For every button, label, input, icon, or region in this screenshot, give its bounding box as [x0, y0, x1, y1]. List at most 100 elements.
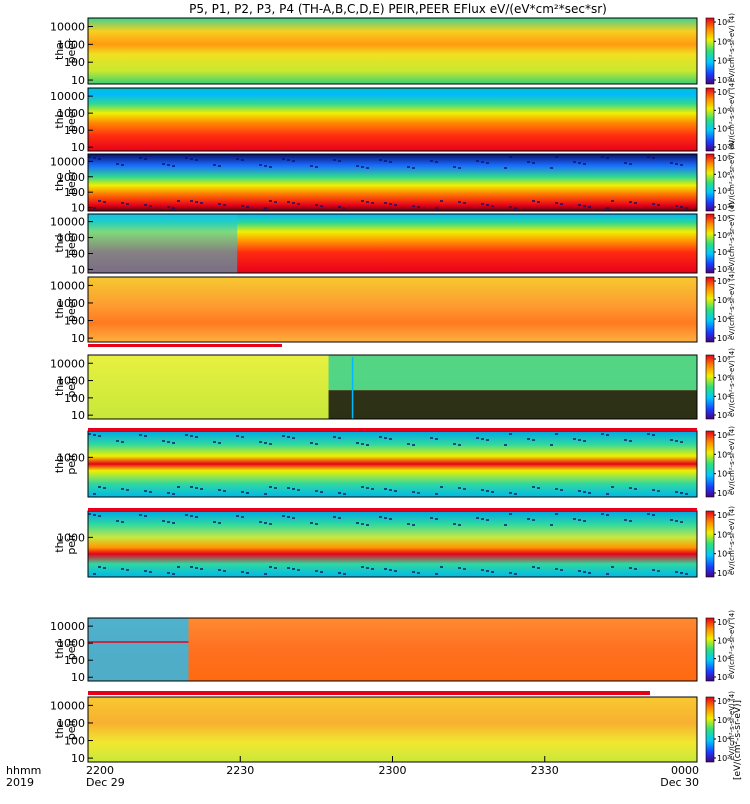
y-tick-label: 10 [71, 263, 85, 276]
heatmap-speckle [514, 573, 517, 575]
heatmap-speckle [371, 202, 374, 204]
heatmap-speckle [361, 166, 364, 168]
heatmap-speckle [675, 205, 678, 207]
heatmap-speckle [144, 570, 147, 572]
heatmap-speckle [274, 567, 277, 569]
x-tick-label: 2230 [226, 764, 254, 777]
heatmap-speckle [167, 441, 170, 443]
heatmap-speckle [93, 434, 96, 436]
heatmap-speckle [98, 515, 101, 517]
heatmap-speckle [190, 515, 193, 517]
heatmap-speckle [379, 436, 382, 438]
colorbar [705, 430, 715, 498]
colorbar-tick-label: 10⁸ [717, 214, 730, 223]
heatmap-speckle [236, 515, 239, 517]
heatmap-pre-step-region [88, 618, 189, 681]
y-tick-label: 100 [64, 186, 85, 199]
panel-thd-peer: 10 100 1000 10000 thd peer 10⁸ 10⁶ 10⁴ 10²eV/(cm²… [50, 202, 736, 277]
heatmap-speckle [537, 487, 540, 489]
colorbar-side-label: eV/(cm²-s-sr-eV) (4) [728, 202, 736, 271]
heatmap-speckle [361, 200, 364, 202]
heatmap-speckle [394, 490, 397, 492]
heatmap-speckle [103, 567, 106, 569]
heatmap-speckle [167, 492, 170, 494]
colorbar-tick-label: 10² [717, 203, 730, 212]
heatmap-speckle [453, 443, 456, 445]
heatmap-speckle [440, 566, 443, 568]
heatmap-speckle [356, 165, 359, 167]
heatmap-speckle [670, 519, 673, 521]
heatmap-speckle [144, 515, 147, 517]
heatmap-speckle [366, 167, 369, 169]
y-tick-label: 100 [64, 315, 85, 328]
heatmap-speckle [241, 491, 244, 493]
heatmap-speckle [509, 156, 512, 158]
heatmap-speckle [458, 201, 461, 203]
y-tick-label: 1000 [57, 107, 85, 120]
heatmap-speckle [458, 524, 461, 526]
y-tick-label: 1000 [57, 451, 85, 464]
heatmap-speckle [670, 162, 673, 164]
heatmap-speckle [172, 165, 175, 167]
heatmap-speckle [555, 568, 558, 570]
colorbar-tick-label: 10⁶ [717, 37, 730, 46]
heatmap-speckle [195, 567, 198, 569]
heatmap-speckle [98, 435, 101, 437]
heatmap-speckle [366, 201, 369, 203]
heatmap-speckle [98, 158, 101, 160]
y-axis-label: peir [65, 453, 78, 475]
heatmap-speckle [606, 573, 609, 575]
colorbar-tick-label: 10⁴ [717, 57, 730, 66]
heatmap-speckle [394, 570, 397, 572]
heatmap-speckle [292, 488, 295, 490]
heatmap-speckle [652, 489, 655, 491]
heatmap-speckle [292, 517, 295, 519]
heatmap-speckle [297, 569, 300, 571]
colorbar-tick-label: 10² [717, 265, 730, 274]
heatmap-speckle [338, 572, 341, 574]
y-tick-label: 100 [64, 392, 85, 405]
heatmap-speckle [527, 518, 530, 520]
panel-thc-peer: 10 100 1000 10000 thc peer 10⁸ 10⁶ 10⁴ 10²eV/(cm²… [50, 140, 736, 215]
colorbar-tick-label: 10⁸ [717, 431, 730, 440]
heatmap-speckle [453, 523, 456, 525]
heatmap-speckle [560, 203, 563, 205]
heatmap-speckle [389, 438, 392, 440]
heatmap-speckle [292, 160, 295, 162]
heatmap-speckle [430, 160, 433, 162]
heatmap-speckle [652, 514, 655, 516]
heatmap-speckle [333, 159, 336, 161]
colorbar [705, 510, 715, 578]
heatmap-speckle [167, 521, 170, 523]
heatmap-speckle [315, 523, 318, 525]
heatmap-speckle [394, 204, 397, 206]
heatmap-speckle [287, 487, 290, 489]
heatmap-speckle [458, 487, 461, 489]
colorbar [705, 276, 715, 343]
heatmap-speckle [177, 486, 180, 488]
heatmap-speckle [680, 572, 683, 574]
heatmap-speckle [583, 491, 586, 493]
heatmap-speckle [583, 520, 586, 522]
colorbar-tick-label: 10⁴ [717, 655, 730, 664]
heatmap-speckle [126, 203, 129, 205]
colorbar-tick-label: 10⁸ [717, 618, 730, 627]
heatmap-speckle [652, 434, 655, 436]
heatmap-speckle [675, 163, 678, 165]
heatmap-speckle [384, 488, 387, 490]
colorbar-tick-label: 10⁴ [717, 187, 730, 196]
heatmap-speckle [407, 166, 410, 168]
heatmap-speckle [629, 201, 632, 203]
colorbar-tick-label: 10⁴ [717, 125, 730, 134]
heatmap-speckle [675, 571, 678, 573]
heatmap-speckle [241, 516, 244, 518]
heatmap-speckle [177, 200, 180, 202]
heatmap-speckle [532, 162, 535, 164]
heatmap-speckle [611, 486, 614, 488]
heatmap-speckle [195, 201, 198, 203]
heatmap-speckle [675, 520, 678, 522]
heatmap-speckle [167, 164, 170, 166]
heatmap-speckle [463, 568, 466, 570]
y-tick-label: 10000 [50, 216, 85, 229]
heatmap-speckle [384, 202, 387, 204]
